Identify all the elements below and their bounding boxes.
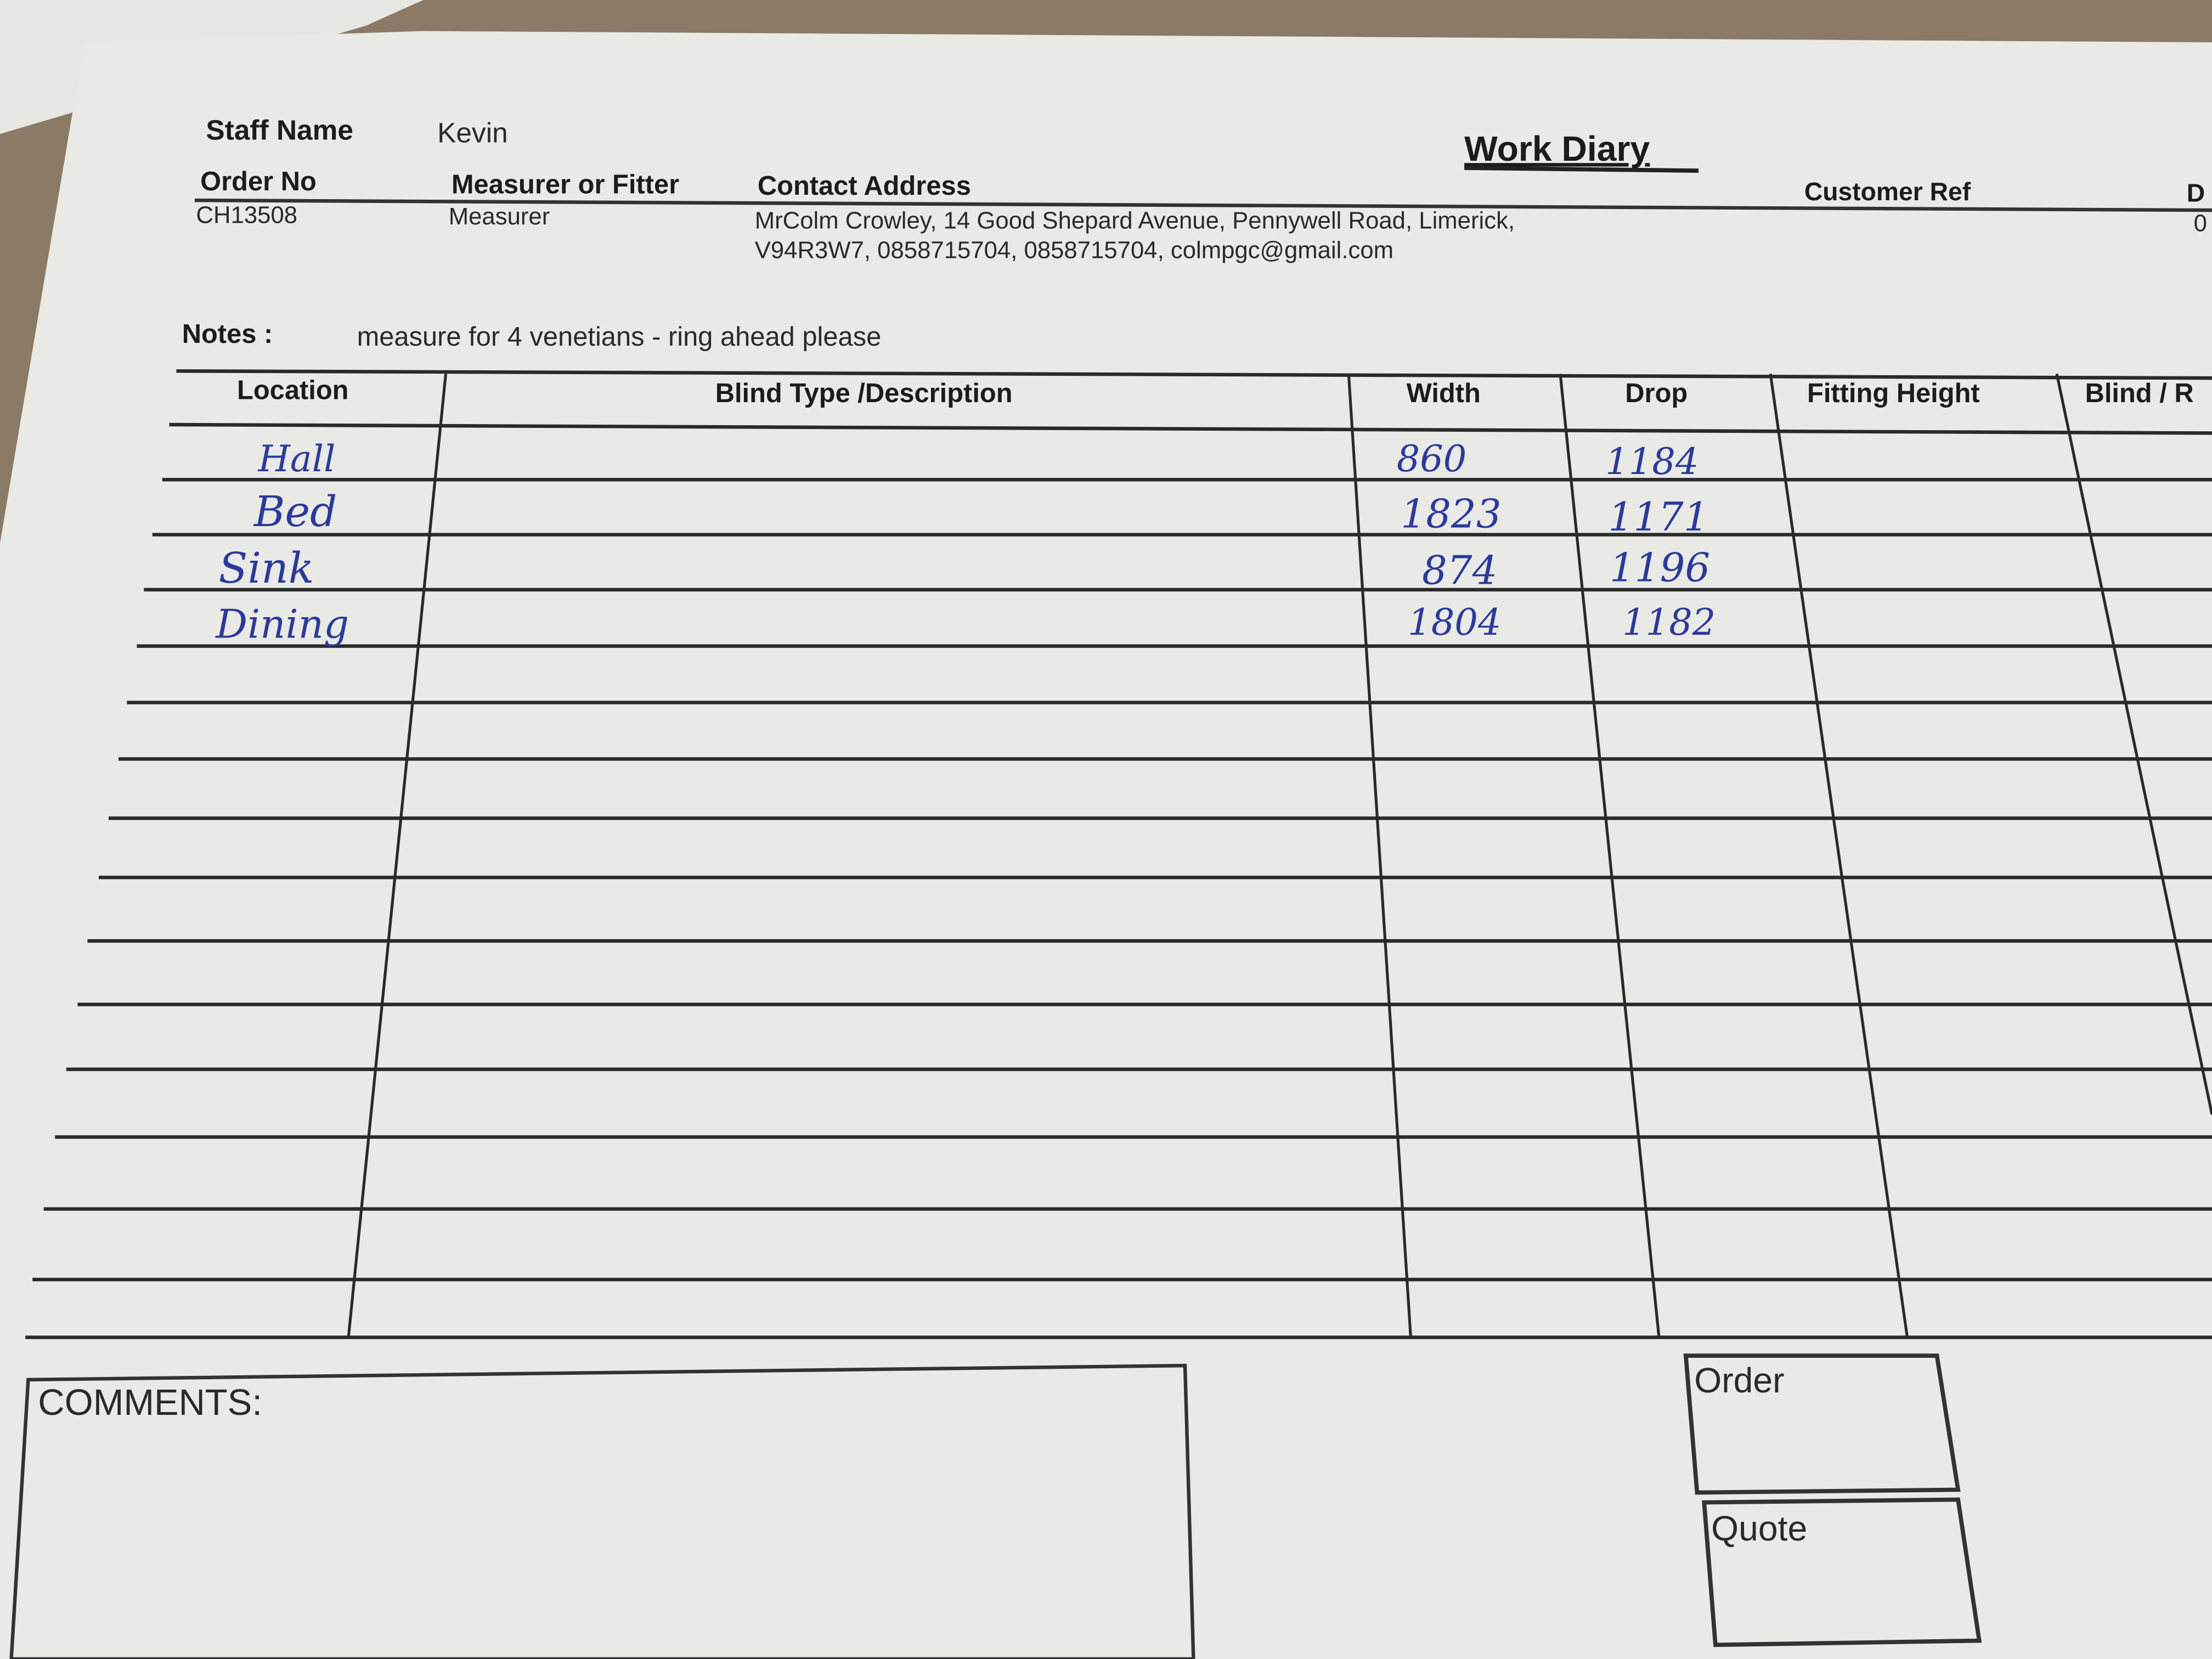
customer-ref-label: Customer Ref bbox=[1804, 177, 1971, 206]
row-location: Dining bbox=[215, 601, 349, 647]
column-divider bbox=[2055, 373, 2212, 1115]
notes-value: measure for 4 venetians - ring ahead ple… bbox=[357, 322, 882, 352]
contact-address-line1: MrColm Crowley, 14 Good Shepard Avenue, … bbox=[755, 207, 1515, 234]
table-row: Sink 874 1196 bbox=[219, 544, 1711, 594]
table-top-border bbox=[176, 369, 2212, 380]
contact-address-line2: V94R3W7, 0858715704, 0858715704, colmpgc… bbox=[755, 237, 1393, 264]
comments-label: COMMENTS: bbox=[38, 1382, 262, 1423]
row-drop: 1196 bbox=[1610, 544, 1710, 590]
order-checkbox[interactable] bbox=[1683, 1353, 1961, 1495]
title-underline bbox=[1464, 166, 1699, 173]
measurement-table-grid bbox=[25, 369, 2212, 1339]
comments-box[interactable] bbox=[9, 1363, 1195, 1659]
row-location: Sink bbox=[219, 544, 314, 593]
notes-label: Notes : bbox=[182, 319, 273, 349]
header-fitting-height: Fitting Height bbox=[1807, 379, 1980, 408]
column-divider bbox=[1769, 374, 1909, 1338]
row-width: 874 bbox=[1422, 548, 1497, 594]
row-drop: 1182 bbox=[1622, 601, 1716, 644]
table-row: Dining 1804 1182 bbox=[215, 601, 1716, 647]
page-title: Work Diary bbox=[1464, 129, 1650, 168]
row-drop: 1171 bbox=[1608, 494, 1708, 540]
row-width: 860 bbox=[1397, 437, 1467, 480]
column-divider bbox=[1347, 374, 1412, 1338]
cut-off-column-value: 0 bbox=[2194, 210, 2207, 237]
table-row: Bed 1823 1171 bbox=[253, 487, 1709, 540]
order-label: Order bbox=[1694, 1361, 1784, 1400]
staff-name-value: Kevin bbox=[437, 117, 508, 149]
row-drop: 1184 bbox=[1605, 440, 1699, 483]
order-no-label: Order No bbox=[200, 167, 317, 196]
header-divider bbox=[194, 198, 2212, 212]
header-location: Location bbox=[237, 376, 349, 405]
paper-sheet bbox=[0, 31, 2212, 1659]
header-blind-type: Blind Type /Description bbox=[715, 379, 1013, 408]
contact-address-label: Contact Address bbox=[758, 171, 971, 201]
table-row-line bbox=[169, 422, 2212, 435]
role-label: Measurer or Fitter bbox=[452, 170, 679, 199]
quote-checkbox[interactable] bbox=[1702, 1497, 1982, 1647]
row-width: 1804 bbox=[1408, 601, 1501, 644]
row-location: Bed bbox=[253, 487, 337, 537]
quote-label: Quote bbox=[1711, 1509, 1807, 1548]
header-drop: Drop bbox=[1625, 379, 1688, 408]
cut-off-column-label: D bbox=[2187, 179, 2205, 207]
header-blind-r: Blind / R bbox=[2085, 379, 2194, 408]
table-row: Hall 860 1184 bbox=[257, 437, 1699, 483]
order-no-value: CH13508 bbox=[196, 201, 297, 228]
header-width: Width bbox=[1407, 379, 1481, 408]
column-divider bbox=[347, 374, 448, 1338]
row-width: 1823 bbox=[1401, 491, 1501, 537]
column-divider bbox=[1559, 374, 1661, 1338]
row-location: Hall bbox=[257, 437, 336, 480]
role-value: Measurer bbox=[449, 203, 550, 230]
staff-name-label: Staff Name bbox=[206, 114, 353, 146]
